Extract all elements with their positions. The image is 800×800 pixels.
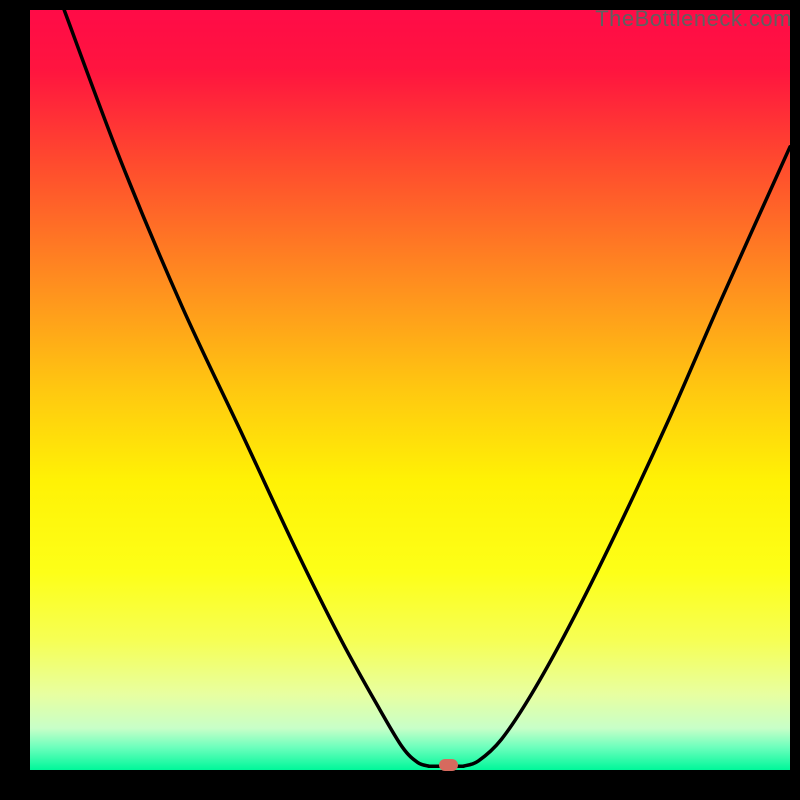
bottleneck-chart: TheBottleneck.com [0,0,800,800]
chart-svg [0,0,800,800]
bottleneck-marker [439,759,458,771]
watermark-text: TheBottleneck.com [595,6,792,32]
